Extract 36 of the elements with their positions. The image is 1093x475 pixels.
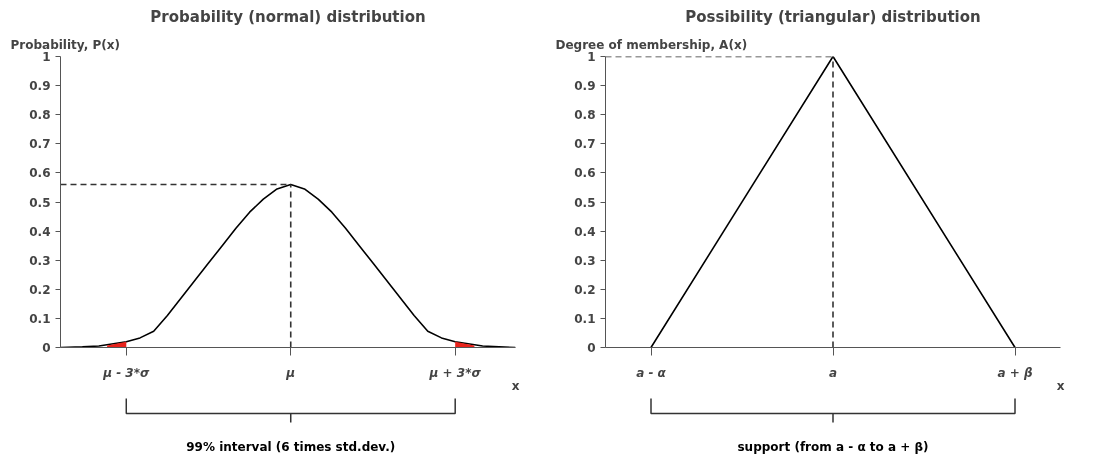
y-tick-label: 1	[587, 50, 596, 64]
y-axis-title: Probability, P(x)	[10, 37, 120, 52]
x-axis-title: x	[511, 378, 520, 393]
x-tick-label: μ - 3*σ	[102, 365, 151, 380]
y-tick-label: 0.6	[29, 166, 51, 181]
x-tick-label: μ	[285, 365, 296, 380]
y-tick-label: 0.4	[29, 224, 51, 239]
text: 99% interval (6 times std.dev.)	[186, 439, 396, 454]
y-tick-label: 0.7	[29, 137, 51, 152]
y-tick-label: 0.3	[29, 253, 51, 268]
y-tick-label: 0	[42, 341, 51, 355]
y-tick-label: 0.2	[29, 282, 51, 297]
y-tick-label: 0.5	[29, 195, 51, 210]
x-tick-label: a - α	[636, 365, 667, 380]
y-tick-label: 0.4	[574, 224, 596, 239]
y-tick-label: 1	[42, 50, 51, 64]
x-tick-label: μ + 3*σ	[428, 365, 482, 380]
y-tick-label: 0.5	[574, 195, 596, 210]
y-tick-label: 0.3	[574, 253, 596, 268]
y-tick-label: 0.1	[29, 311, 51, 326]
text: support (from a - α to a + β)	[737, 439, 929, 454]
y-tick-label: 0.1	[574, 311, 596, 326]
y-tick-label: 0.9	[29, 79, 51, 94]
y-tick-label: 0.2	[574, 282, 596, 297]
y-tick-label: 0.8	[574, 108, 596, 123]
x-axis-title: x	[1056, 378, 1065, 393]
y-tick-label: 0.9	[574, 79, 596, 94]
x-tick-label: a + β	[997, 365, 1033, 380]
y-axis-title: Degree of membership, A(x)	[555, 37, 748, 52]
x-tick-label: a	[828, 365, 838, 380]
y-tick-label: 0.6	[574, 166, 596, 181]
y-tick-label: 0.8	[29, 108, 51, 123]
y-tick-label: 0.7	[574, 137, 596, 152]
chart-title: Possibility (triangular) distribution	[685, 7, 981, 26]
y-tick-label: 0	[587, 341, 596, 355]
chart-title: Probability (normal) distribution	[150, 7, 426, 26]
